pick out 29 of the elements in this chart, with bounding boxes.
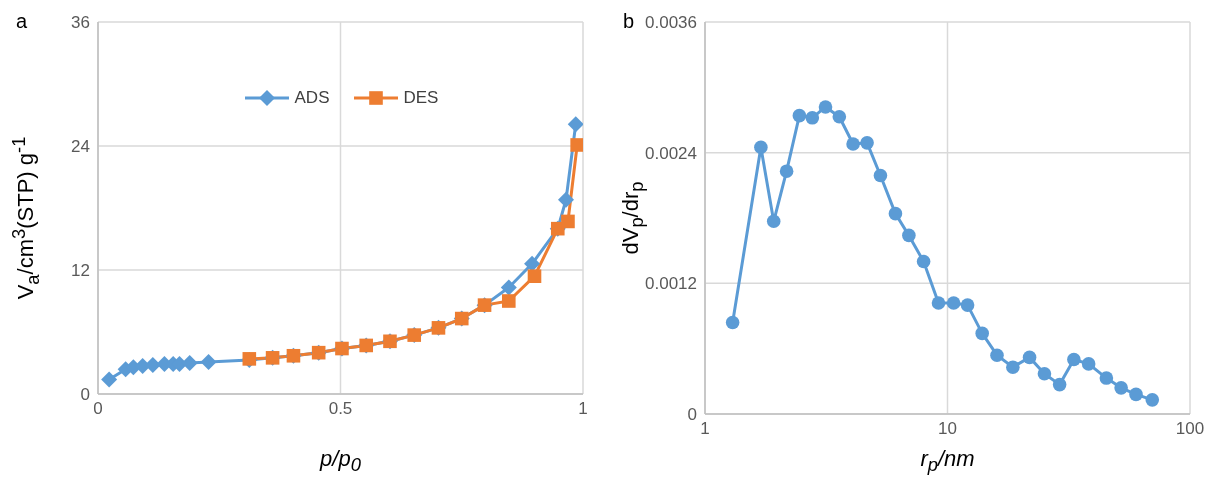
- x-tick-label: 100: [1175, 419, 1205, 439]
- point: [558, 191, 575, 208]
- point: [570, 138, 583, 152]
- y-tick-label: 24: [71, 137, 90, 157]
- x-tick-label: 10: [938, 419, 957, 439]
- x-tick-label: 1: [700, 419, 710, 439]
- point: [200, 353, 217, 370]
- point: [561, 214, 575, 229]
- y-tick-label: 0.0024: [645, 143, 697, 163]
- x-tick-label: 0.5: [328, 399, 353, 419]
- point: [502, 294, 516, 308]
- y-tick-label: 12: [71, 261, 90, 281]
- point: [524, 255, 541, 272]
- y-tick-label: 0.0012: [645, 274, 697, 294]
- legend-label: DES: [403, 88, 439, 108]
- legend-label: ADS: [294, 88, 330, 108]
- text: a: [16, 10, 28, 33]
- point: [500, 279, 517, 296]
- point: [101, 371, 118, 388]
- point: [567, 116, 583, 133]
- y-tick-label: 0.0036: [645, 13, 697, 33]
- text: b: [623, 10, 635, 33]
- x-tick-label: 0: [93, 399, 103, 419]
- x-axis-title: r$_{p}$/nm: [919, 446, 976, 477]
- y-tick-label: 0: [80, 385, 90, 405]
- y-tick-label: 36: [71, 13, 90, 33]
- x-tick-label: 1: [578, 399, 588, 419]
- point: [527, 269, 542, 283]
- x-axis-title: p/p$_{0}$: [318, 446, 362, 477]
